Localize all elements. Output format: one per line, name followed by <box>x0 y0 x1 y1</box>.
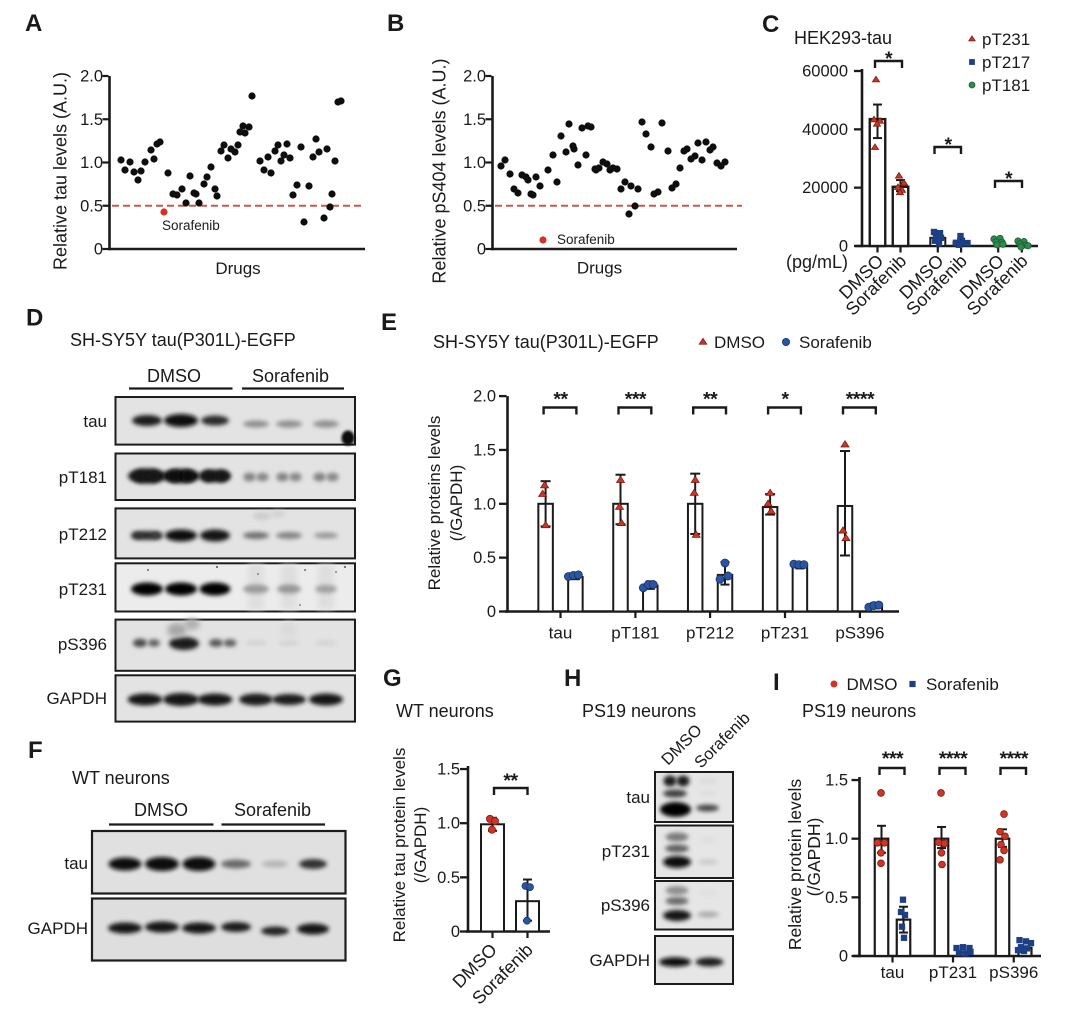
svg-text:Sorafenib: Sorafenib <box>234 800 311 820</box>
svg-text:A: A <box>25 10 42 37</box>
svg-text:0.5: 0.5 <box>463 197 486 215</box>
svg-text:WT neurons: WT neurons <box>72 768 170 788</box>
svg-text:0: 0 <box>839 948 848 966</box>
svg-text:Relative protein levels: Relative protein levels <box>785 779 805 950</box>
svg-text:0: 0 <box>451 923 460 941</box>
svg-text:pT212: pT212 <box>686 624 734 643</box>
svg-text:2.0: 2.0 <box>80 68 103 86</box>
svg-text:pS396: pS396 <box>601 896 650 915</box>
svg-text:DMSO: DMSO <box>147 366 201 386</box>
svg-text:C: C <box>762 11 779 38</box>
svg-text:pT231: pT231 <box>761 624 809 643</box>
svg-text:I: I <box>773 669 780 696</box>
svg-text:Drugs: Drugs <box>215 259 260 278</box>
svg-text:1.5: 1.5 <box>437 761 460 779</box>
svg-text:SH-SY5Y tau(P301L)-EGFP: SH-SY5Y tau(P301L)-EGFP <box>433 332 659 352</box>
svg-text:1.0: 1.0 <box>80 154 103 172</box>
svg-text:pT231: pT231 <box>602 842 650 861</box>
svg-text:0: 0 <box>487 603 496 621</box>
svg-text:H: H <box>564 665 581 692</box>
svg-text:***: *** <box>625 389 647 411</box>
svg-text:HEK293-tau: HEK293-tau <box>794 28 892 48</box>
svg-text:*: * <box>885 48 893 70</box>
svg-text:GAPDH: GAPDH <box>28 919 88 938</box>
svg-text:***: *** <box>882 748 904 770</box>
svg-text:0.5: 0.5 <box>473 549 496 567</box>
svg-text:Drugs: Drugs <box>577 259 622 278</box>
svg-text:0.5: 0.5 <box>437 869 460 887</box>
svg-text:1.0: 1.0 <box>437 815 460 833</box>
svg-text:****: **** <box>846 389 875 411</box>
svg-text:pS396: pS396 <box>835 624 884 643</box>
svg-text:1.5: 1.5 <box>825 772 848 790</box>
svg-text:pT212: pT212 <box>59 525 107 544</box>
svg-text:Sorafenib: Sorafenib <box>557 232 615 247</box>
svg-text:Sorafenib: Sorafenib <box>926 675 999 694</box>
svg-text:pT181: pT181 <box>59 468 107 487</box>
svg-text:****: **** <box>939 748 968 770</box>
svg-text:**: ** <box>503 770 518 792</box>
svg-text:tau: tau <box>83 412 107 431</box>
svg-text:pT231: pT231 <box>929 963 977 982</box>
svg-text:1.5: 1.5 <box>463 111 486 129</box>
svg-text:Sorafenib: Sorafenib <box>162 218 220 233</box>
svg-text:G: G <box>383 665 402 692</box>
svg-text:*: * <box>1005 168 1013 190</box>
svg-text:**: ** <box>703 389 718 411</box>
svg-text:**: ** <box>553 389 568 411</box>
svg-text:*: * <box>781 389 789 411</box>
svg-text:DMSO: DMSO <box>134 800 188 820</box>
svg-text:DMSO: DMSO <box>714 333 765 352</box>
svg-text:GAPDH: GAPDH <box>47 689 107 708</box>
svg-text:tau: tau <box>64 854 88 873</box>
svg-text:DMSO: DMSO <box>847 675 898 694</box>
svg-text:(/GAPDH): (/GAPDH) <box>447 465 466 542</box>
svg-text:B: B <box>387 10 404 37</box>
svg-text:Sorafenib: Sorafenib <box>799 333 872 352</box>
svg-text:(/GAPDH): (/GAPDH) <box>411 807 430 884</box>
svg-text:E: E <box>381 309 397 336</box>
svg-text:1.0: 1.0 <box>473 495 496 513</box>
svg-text:PS19 neurons: PS19 neurons <box>802 701 916 721</box>
svg-text:pT217: pT217 <box>982 53 1030 72</box>
svg-text:Relative tau protein levels: Relative tau protein levels <box>390 748 409 943</box>
svg-text:*: * <box>944 134 952 156</box>
svg-text:Sorafenib: Sorafenib <box>252 366 329 386</box>
svg-text:(/GAPDH): (/GAPDH) <box>804 818 824 897</box>
svg-text:pS396: pS396 <box>58 635 107 654</box>
svg-text:1.0: 1.0 <box>463 154 486 172</box>
svg-text:1.5: 1.5 <box>80 111 103 129</box>
svg-text:WT neurons: WT neurons <box>396 701 494 721</box>
svg-text:tau: tau <box>626 788 650 807</box>
svg-text:pT231: pT231 <box>982 30 1030 49</box>
svg-text:Relative proteins levels: Relative proteins levels <box>425 416 444 591</box>
svg-text:40000: 40000 <box>802 121 848 139</box>
svg-text:Relative pS404 levels (A.U.): Relative pS404 levels (A.U.) <box>430 58 450 283</box>
svg-text:0: 0 <box>94 241 103 259</box>
svg-text:(pg/mL): (pg/mL) <box>786 252 848 272</box>
svg-text:0: 0 <box>477 241 486 259</box>
svg-text:****: **** <box>1000 748 1029 770</box>
svg-text:0: 0 <box>839 238 848 256</box>
svg-text:pT181: pT181 <box>611 624 659 643</box>
svg-text:0.5: 0.5 <box>825 889 848 907</box>
svg-text:tau: tau <box>881 963 905 982</box>
svg-text:D: D <box>26 305 43 332</box>
svg-text:2.0: 2.0 <box>473 388 496 406</box>
svg-text:tau: tau <box>549 624 573 643</box>
svg-text:1.5: 1.5 <box>473 441 496 459</box>
svg-text:pT181: pT181 <box>982 76 1030 95</box>
svg-text:20000: 20000 <box>802 179 848 197</box>
svg-text:1.0: 1.0 <box>825 830 848 848</box>
svg-text:SH-SY5Y tau(P301L)-EGFP: SH-SY5Y tau(P301L)-EGFP <box>70 330 296 350</box>
svg-text:PS19 neurons: PS19 neurons <box>582 701 696 721</box>
svg-text:pT231: pT231 <box>59 580 107 599</box>
svg-text:0.5: 0.5 <box>80 197 103 215</box>
svg-text:F: F <box>28 737 43 764</box>
svg-text:GAPDH: GAPDH <box>590 951 650 970</box>
svg-text:pS396: pS396 <box>989 963 1038 982</box>
svg-text:Relative tau levels (A.U.): Relative tau levels (A.U.) <box>51 72 71 270</box>
svg-text:2.0: 2.0 <box>463 68 486 86</box>
svg-text:60000: 60000 <box>802 63 848 81</box>
